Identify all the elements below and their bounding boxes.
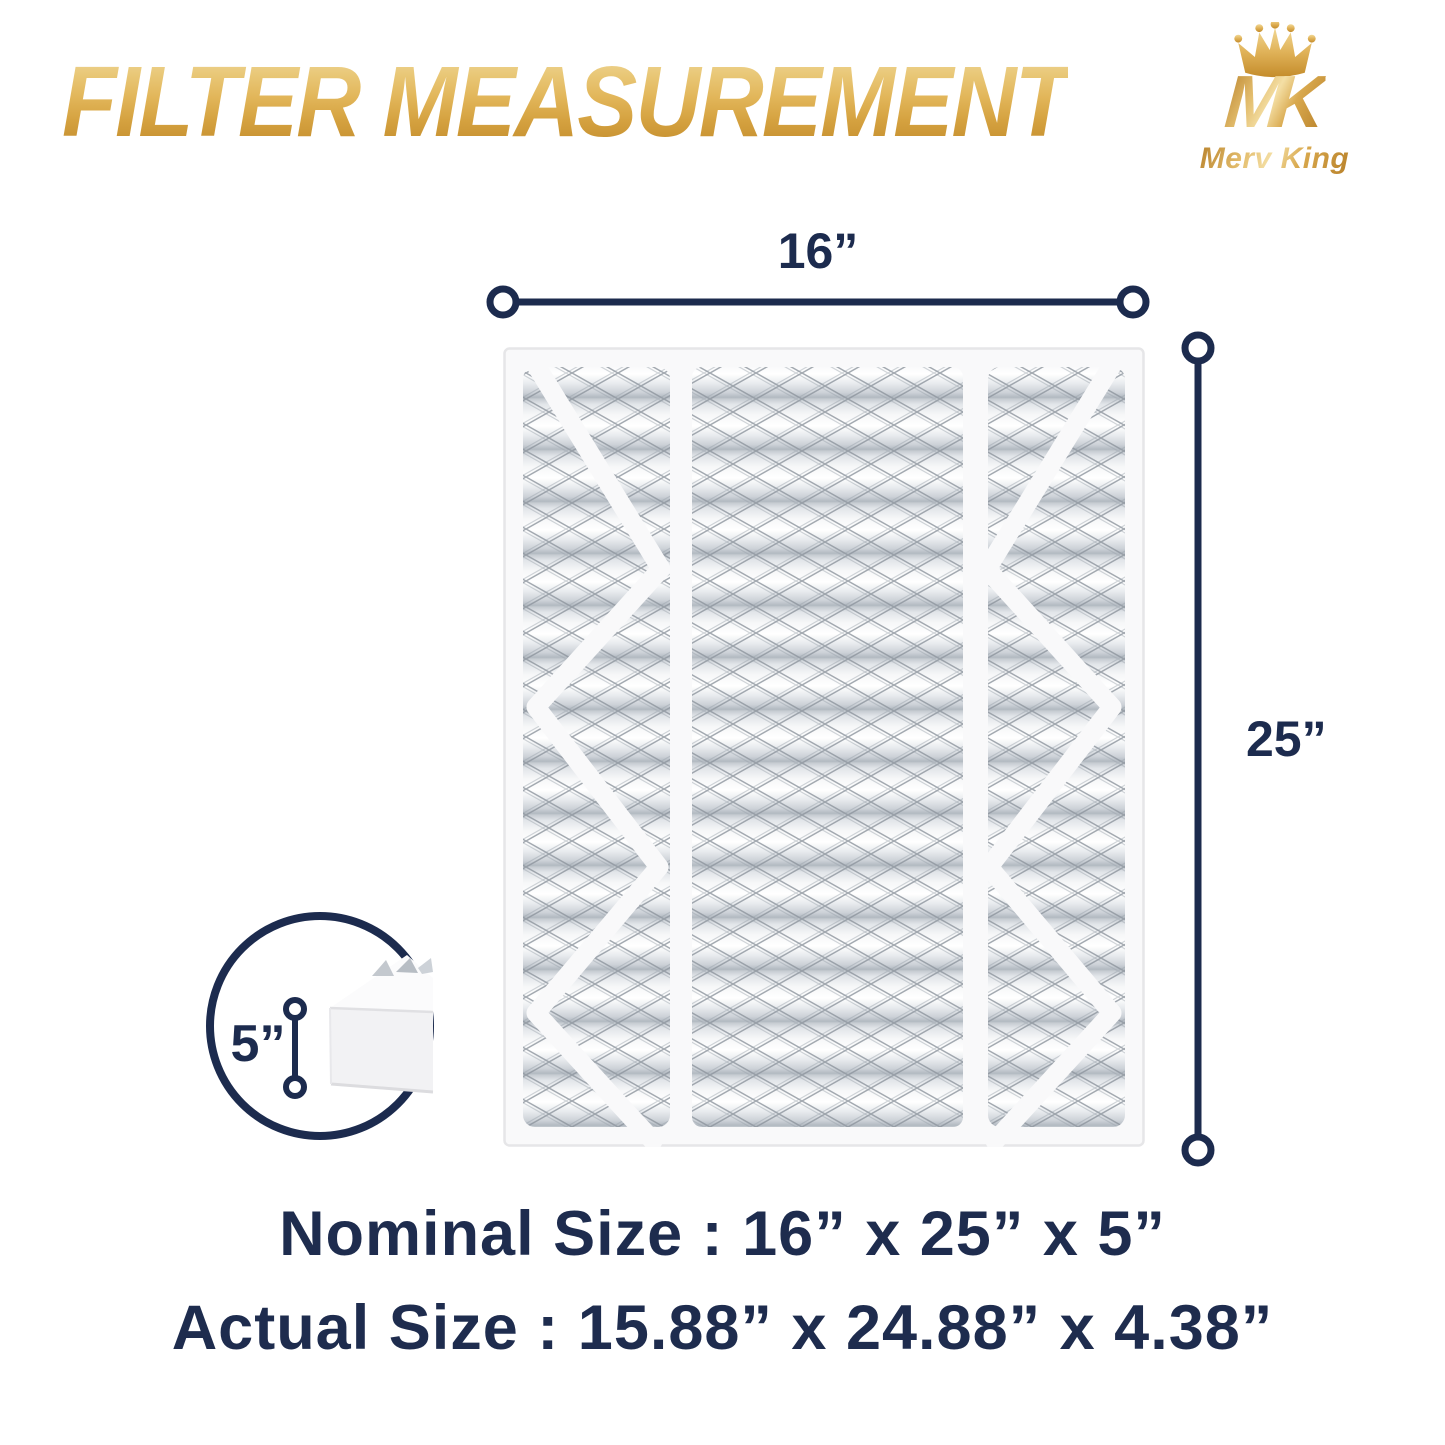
filter-media [523,367,1125,1127]
actual-size-text: Actual Size : 15.88” x 24.88” x 4.38” [171,1293,1274,1363]
page-title: FILTER MEASUREMENT [62,46,1070,158]
height-label: 25” [1246,711,1327,767]
crown-icon [1229,22,1321,78]
nominal-size-text: Nominal Size : 16” x 25” x 5” [279,1199,1166,1269]
width-dimension-line [486,285,1150,319]
brand-logo: MK Merv King [1182,22,1367,176]
depth-inset [206,912,434,1140]
height-dimension-line [1181,331,1215,1167]
filter-illustration [503,347,1145,1147]
filter-braces [526,357,1122,1147]
depth-dimension-line [283,997,307,1099]
filter-corner-wedge [329,955,434,1094]
width-label: 16” [777,223,859,279]
brand-name: Merv King [1199,142,1350,176]
depth-label: 5” [230,1015,286,1073]
